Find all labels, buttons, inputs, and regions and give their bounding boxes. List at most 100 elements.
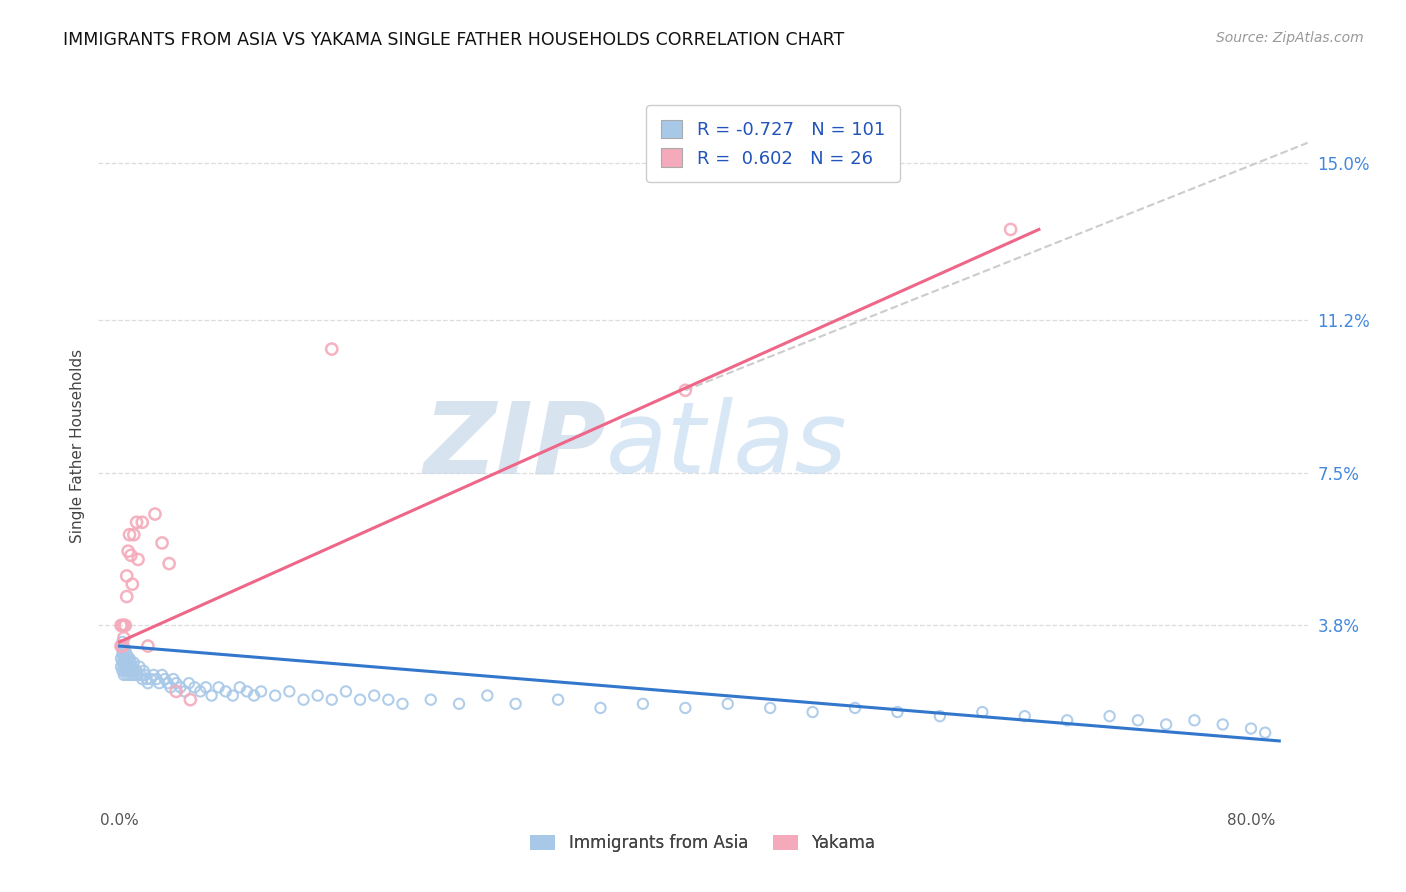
Point (117, 544, 139, 558)
Point (114, 664, 136, 678)
Point (112, 659, 135, 673)
Point (125, 516, 148, 530)
Point (118, 651, 141, 665)
Point (115, 590, 138, 604)
Point (215, 684, 238, 698)
Point (419, 692, 441, 706)
Point (1154, 717, 1177, 731)
Point (112, 651, 135, 665)
Point (128, 659, 150, 673)
Point (112, 648, 135, 662)
Point (110, 639, 132, 653)
Text: atlas: atlas (606, 398, 848, 494)
Point (136, 639, 159, 653)
Text: ZIP: ZIP (423, 398, 606, 494)
Point (173, 684, 195, 698)
Point (115, 569, 138, 583)
Point (134, 668, 156, 682)
Point (136, 676, 159, 690)
Point (1056, 714, 1078, 728)
Point (1098, 709, 1121, 723)
Point (377, 692, 399, 706)
Point (169, 681, 191, 695)
Point (188, 684, 211, 698)
Point (194, 681, 217, 695)
Point (447, 697, 470, 711)
Point (112, 631, 135, 645)
Point (121, 668, 143, 682)
Point (115, 659, 138, 673)
Point (122, 527, 145, 541)
Point (505, 697, 527, 711)
Point (120, 656, 142, 670)
Point (129, 668, 152, 682)
Point (150, 668, 173, 682)
Point (243, 689, 266, 703)
Point (120, 664, 142, 678)
Point (139, 672, 162, 686)
Point (121, 659, 143, 673)
Point (1184, 714, 1206, 728)
Point (673, 384, 696, 398)
Point (110, 618, 132, 632)
Point (179, 692, 201, 706)
Point (200, 689, 222, 703)
Point (801, 705, 824, 719)
Point (307, 689, 329, 703)
Point (127, 668, 149, 682)
Point (162, 672, 184, 686)
Point (114, 656, 136, 670)
Point (928, 709, 950, 723)
Point (114, 643, 136, 657)
Legend: Immigrants from Asia, Yakama: Immigrants from Asia, Yakama (524, 828, 882, 859)
Point (111, 664, 134, 678)
Point (132, 664, 155, 678)
Point (547, 692, 569, 706)
Point (207, 681, 229, 695)
Point (111, 635, 134, 649)
Point (335, 684, 357, 698)
Point (118, 527, 141, 541)
Point (115, 668, 138, 682)
Point (236, 684, 259, 698)
Point (264, 689, 287, 703)
Point (250, 684, 273, 698)
Point (759, 701, 782, 715)
Point (844, 701, 866, 715)
Point (1000, 222, 1022, 236)
Point (118, 668, 141, 682)
Point (321, 692, 343, 706)
Point (145, 672, 167, 686)
Point (972, 705, 994, 719)
Point (112, 618, 135, 632)
Text: IMMIGRANTS FROM ASIA VS YAKAMA SINGLE FATHER HOUSEHOLDS CORRELATION CHART: IMMIGRANTS FROM ASIA VS YAKAMA SINGLE FA… (63, 31, 845, 49)
Point (631, 697, 654, 711)
Point (110, 651, 132, 665)
Point (127, 552, 149, 566)
Point (110, 639, 132, 653)
Point (114, 618, 136, 632)
Point (1014, 709, 1036, 723)
Point (156, 676, 179, 690)
Point (153, 672, 176, 686)
Point (110, 659, 132, 673)
Point (150, 536, 173, 550)
Point (391, 697, 413, 711)
Point (118, 659, 141, 673)
Point (115, 648, 138, 662)
Point (117, 664, 139, 678)
Point (717, 697, 740, 711)
Point (131, 672, 153, 686)
Y-axis label: Single Father Households: Single Father Households (69, 349, 84, 543)
Point (142, 668, 165, 682)
Point (159, 681, 181, 695)
Point (120, 549, 142, 563)
Point (165, 676, 187, 690)
Point (177, 676, 200, 690)
Point (121, 577, 143, 591)
Point (111, 639, 134, 653)
Point (1126, 714, 1149, 728)
Point (157, 557, 180, 571)
Point (122, 664, 145, 678)
Point (886, 705, 908, 719)
